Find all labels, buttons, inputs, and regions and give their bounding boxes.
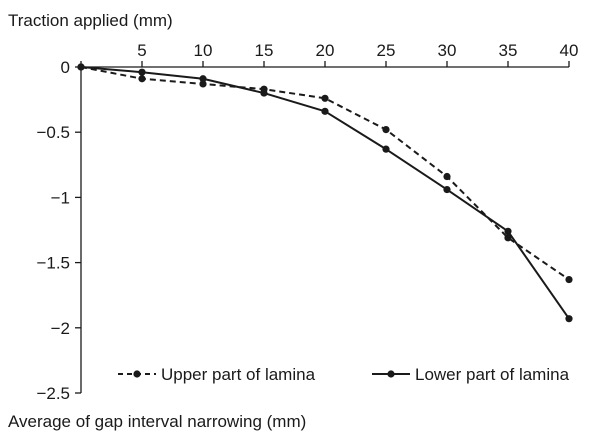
y-tick-label: −2 <box>51 319 70 338</box>
y-tick-label: −2.5 <box>36 384 70 403</box>
data-point-lower-part-of-lamina <box>321 107 329 115</box>
x-tick-labels: 5 10 15 20 25 30 35 40 <box>137 41 578 60</box>
series-layer <box>77 63 573 323</box>
data-point-upper-part-of-lamina <box>199 80 207 88</box>
x-tick-label: 25 <box>377 41 396 60</box>
data-point-upper-part-of-lamina <box>382 125 390 134</box>
data-point-lower-part-of-lamina <box>260 89 268 97</box>
x-tick-label: 10 <box>194 41 213 60</box>
data-point-lower-part-of-lamina <box>382 145 390 153</box>
legend-label-upper-part: Upper part of lamina <box>161 365 316 384</box>
data-point-upper-part-of-lamina <box>504 234 512 242</box>
x-axis-title: Traction applied (mm) <box>8 11 173 30</box>
legend: Upper part of lamina Lower part of lamin… <box>118 365 570 384</box>
data-point-lower-part-of-lamina <box>77 63 85 71</box>
y-tick-label: −1 <box>51 188 70 207</box>
data-point-upper-part-of-lamina <box>565 275 573 284</box>
x-tick-label: 40 <box>560 41 579 60</box>
x-tick-label: 20 <box>316 41 335 60</box>
legend-item-upper-part: Upper part of lamina <box>118 365 316 384</box>
data-point-upper-part-of-lamina <box>443 172 451 181</box>
data-point-lower-part-of-lamina <box>504 227 512 235</box>
data-point-lower-part-of-lamina <box>443 185 451 194</box>
y-tick-labels: 0 −0.5 −1 −1.5 −2 −2.5 <box>36 58 70 403</box>
series-line-lower-part-of-lamina <box>80 66 570 320</box>
y-tick-label: −0.5 <box>36 123 70 142</box>
y-tick-label: −1.5 <box>36 254 70 273</box>
data-point-lower-part-of-lamina <box>565 315 573 323</box>
data-point-upper-part-of-lamina <box>321 94 329 102</box>
legend-item-lower-part: Lower part of lamina <box>372 365 570 384</box>
x-tick-label: 5 <box>137 41 146 60</box>
legend-marker-lower-part <box>387 370 395 378</box>
x-tick-label: 15 <box>255 41 274 60</box>
series-line-upper-part-of-lamina <box>80 66 570 281</box>
y-tick-label: 0 <box>61 58 70 77</box>
x-tick-label: 30 <box>438 41 457 60</box>
data-point-upper-part-of-lamina <box>138 75 146 83</box>
legend-marker-upper-part <box>133 370 141 378</box>
data-point-lower-part-of-lamina <box>138 68 146 76</box>
legend-label-lower-part: Lower part of lamina <box>415 365 570 384</box>
y-axis-title: Average of gap interval narrowing (mm) <box>8 412 306 431</box>
data-point-lower-part-of-lamina <box>199 75 207 83</box>
x-tick-label: 35 <box>499 41 518 60</box>
